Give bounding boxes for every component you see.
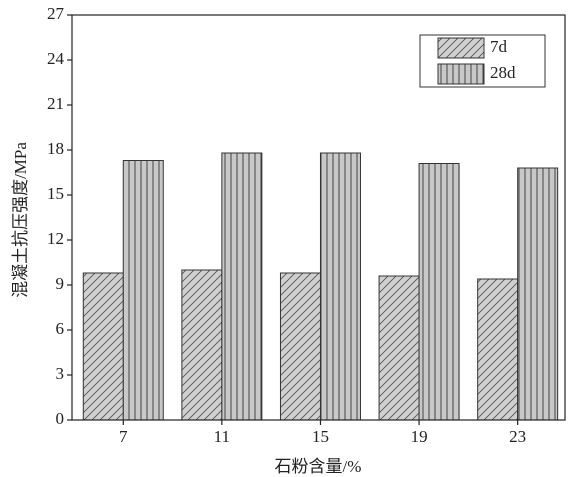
x-tick-label: 15 <box>312 427 329 446</box>
bar <box>221 152 263 421</box>
bar <box>181 269 223 421</box>
legend-label: 28d <box>490 63 516 82</box>
x-tick-label: 11 <box>214 427 230 446</box>
y-tick-label: 3 <box>56 364 65 383</box>
bar <box>378 275 420 421</box>
bar <box>279 272 321 421</box>
y-tick-label: 0 <box>56 409 65 428</box>
y-tick-label: 9 <box>56 274 65 293</box>
y-tick-label: 6 <box>56 319 65 338</box>
x-tick-label: 7 <box>119 427 128 446</box>
y-tick-label: 15 <box>47 184 64 203</box>
bar <box>418 163 460 421</box>
y-axis-label: 混凝土抗压强度/MPa <box>11 142 30 298</box>
legend-label: 7d <box>490 37 508 56</box>
plot-frame <box>71 14 566 421</box>
bar <box>517 167 559 421</box>
bar <box>477 278 519 421</box>
bar <box>122 160 164 421</box>
bar <box>82 272 124 421</box>
y-tick-label: 24 <box>47 49 65 68</box>
y-tick-label: 12 <box>47 229 64 248</box>
y-tick-label: 27 <box>47 4 65 23</box>
x-tick-label: 19 <box>411 427 428 446</box>
y-tick-label: 21 <box>47 94 64 113</box>
x-tick-label: 23 <box>509 427 526 446</box>
bar <box>319 152 361 421</box>
x-axis-label: 石粉含量/% <box>275 457 362 476</box>
y-tick-label: 18 <box>47 139 64 158</box>
legend-swatch <box>437 63 485 85</box>
legend-swatch <box>437 37 485 59</box>
